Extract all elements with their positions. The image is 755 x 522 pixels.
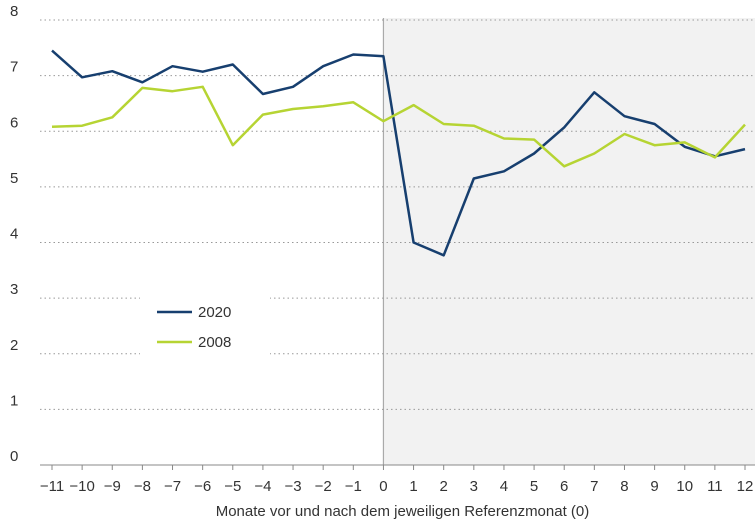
y-tick-label: 6 xyxy=(10,114,18,131)
y-tick-label: 0 xyxy=(10,448,18,465)
x-tick-label: −5 xyxy=(224,478,241,495)
y-tick-label: 5 xyxy=(10,170,18,187)
series-line xyxy=(51,49,746,257)
series-line xyxy=(51,85,746,168)
legend-label: 2020 xyxy=(198,304,231,321)
x-tick-label: 2 xyxy=(440,478,448,495)
y-tick-label: 8 xyxy=(10,3,18,20)
x-tick-label: 8 xyxy=(620,478,628,495)
x-tick-label: 12 xyxy=(737,478,754,495)
x-tick-label: −1 xyxy=(345,478,362,495)
x-tick-label: 5 xyxy=(530,478,538,495)
y-tick-label: 1 xyxy=(10,392,18,409)
x-tick-label: 11 xyxy=(707,478,723,495)
x-axis-label: Monate vor und nach dem jeweiligen Refer… xyxy=(216,503,590,520)
x-tick-label: −6 xyxy=(194,478,211,495)
x-tick-label: 10 xyxy=(676,478,693,495)
y-tick-label: 3 xyxy=(10,281,18,298)
y-tick-label: 2 xyxy=(10,337,18,354)
highlight-region xyxy=(383,18,755,465)
y-tick-label: 4 xyxy=(10,226,18,243)
x-tick-label: −9 xyxy=(104,478,121,495)
x-tick-label: −10 xyxy=(69,478,94,495)
x-tick-label: −3 xyxy=(284,478,301,495)
x-tick-label: 9 xyxy=(650,478,658,495)
legend-label: 2008 xyxy=(198,334,231,351)
x-tick-label: −8 xyxy=(134,478,151,495)
x-tick-label: 4 xyxy=(500,478,508,495)
y-tick-label: 7 xyxy=(10,59,18,76)
x-tick-label: 0 xyxy=(379,478,387,495)
x-tick-label: −2 xyxy=(315,478,332,495)
x-tick-label: −7 xyxy=(164,478,181,495)
x-tick-label: 7 xyxy=(590,478,598,495)
x-tick-label: 6 xyxy=(560,478,568,495)
x-tick-label: 3 xyxy=(470,478,478,495)
legend-background xyxy=(140,296,270,356)
x-tick-label: 1 xyxy=(409,478,417,495)
x-tick-label: −11 xyxy=(40,478,64,495)
x-tick-label: −4 xyxy=(254,478,271,495)
